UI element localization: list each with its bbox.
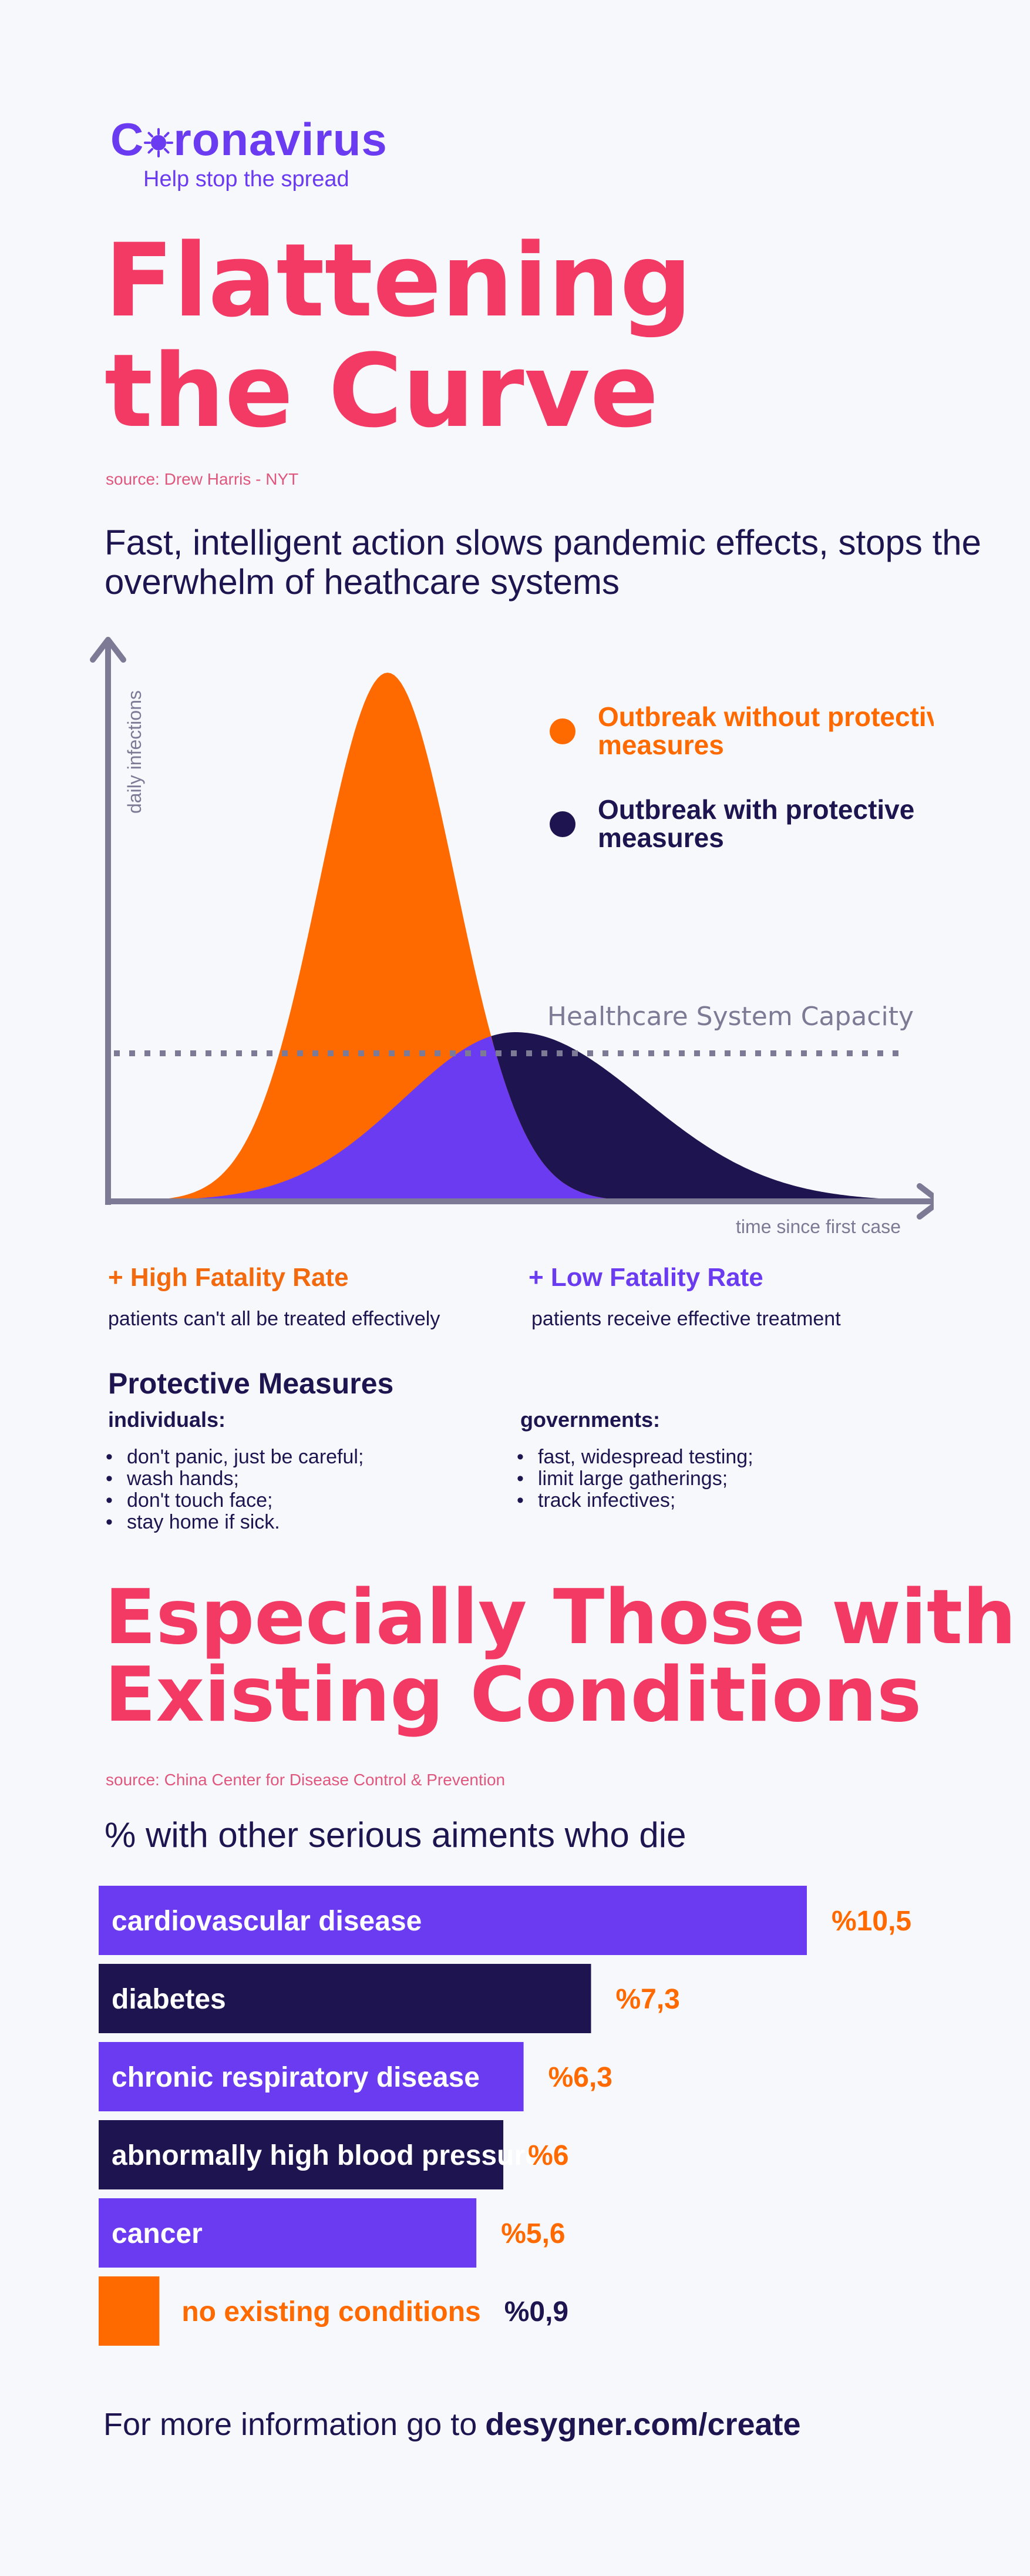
x-axis: [106, 1183, 934, 1220]
bar-category-label: cancer: [112, 2218, 203, 2249]
bar: [99, 1886, 807, 1955]
section2-source: source: China Center for Disease Control…: [106, 1771, 506, 1789]
footer-link[interactable]: desygner.com/create: [485, 2407, 801, 2442]
list-item: stay home if sick.: [106, 1512, 363, 1533]
individuals-list: don't panic, just be careful; wash hands…: [106, 1446, 363, 1533]
bar-value-label: %6,3: [548, 2062, 612, 2093]
list-item: limit large gatherings;: [517, 1468, 753, 1490]
high-fatality-title: + High Fatality Rate: [108, 1263, 349, 1292]
low-fatality-text: patients receive effective treatment: [531, 1308, 841, 1330]
bar-category-label: no existing conditions: [181, 2296, 480, 2328]
section1-source: source: Drew Harris - NYT: [106, 470, 299, 488]
bar: [99, 2276, 160, 2346]
bar-chart: cardiovascular disease %10,5 diabetes %7,3 c…: [99, 1886, 911, 2346]
curve-overlap-area: [108, 1036, 907, 1201]
list-item: don't panic, just be careful;: [106, 1446, 363, 1468]
list-item: don't touch face;: [106, 1490, 363, 1512]
section2-title-line1: Especially Those with: [105, 1574, 1016, 1661]
x-axis-label: time since first case: [736, 1216, 901, 1237]
individuals-heading: individuals:: [108, 1408, 226, 1432]
legend: Outbreak without protectivemeasuresOutbr…: [550, 701, 934, 853]
section1-title-line1: Flattening: [105, 221, 692, 340]
footer-text: For more information go to: [103, 2407, 477, 2442]
section1-title-line2: the Curve: [105, 332, 659, 450]
bar-value-label: %0,9: [504, 2296, 568, 2328]
governments-list: fast, widespread testing; limit large ga…: [517, 1446, 753, 1512]
legend-label: Outbreak with protective: [598, 794, 914, 825]
low-fatality-title: + Low Fatality Rate: [529, 1263, 763, 1292]
section2-title-line2: Existing Conditions: [105, 1651, 922, 1739]
bar-value-label: %10,5: [832, 1906, 911, 1937]
high-fatality-text: patients can't all be treated effectivel…: [108, 1308, 440, 1330]
bar: [99, 2198, 477, 2268]
section1-subtitle: Fast, intelligent action slows pandemic …: [105, 523, 981, 602]
bar: [99, 1964, 591, 2033]
legend-label: measures: [598, 822, 724, 853]
bar-value-label: %5,6: [501, 2218, 565, 2249]
legend-marker: [550, 718, 575, 744]
y-axis-label: daily infections: [124, 690, 145, 814]
curve-without-measures: [108, 673, 907, 1201]
bar: [99, 2042, 524, 2111]
list-item: fast, widespread testing;: [517, 1446, 753, 1468]
bar-category-label: chronic respiratory disease: [112, 2062, 480, 2093]
protective-measures-title: Protective Measures: [108, 1367, 394, 1400]
curve-chart: Healthcare System Capacity daily infecti…: [90, 637, 934, 1237]
capacity-label: Healthcare System Capacity: [547, 1002, 914, 1032]
logo-subtitle: Help stop the spread: [143, 167, 349, 192]
bar-value-label: %6: [528, 2140, 568, 2171]
bar: [99, 2120, 504, 2189]
footer: For more information go to desygner.com/c…: [103, 2406, 801, 2443]
governments-heading: governments:: [520, 1408, 661, 1432]
legend-label: measures: [598, 730, 724, 760]
bar-value-label: %7,3: [615, 1984, 679, 2015]
legend-label: Outbreak without protective: [598, 701, 934, 732]
bar-category-label: cardiovascular disease: [112, 1906, 422, 1937]
legend-marker: [550, 811, 575, 837]
bar-category-label: abnormally high blood pressure: [112, 2140, 541, 2171]
logo-title: C ronavirus: [110, 113, 388, 165]
y-axis: [90, 637, 126, 1205]
bar-category-label: diabetes: [112, 1984, 226, 2015]
virus-icon: [144, 128, 174, 157]
section2-subtitle: % with other serious aiments who die: [105, 1815, 686, 1855]
list-item: wash hands;: [106, 1468, 363, 1490]
list-item: track infectives;: [517, 1490, 753, 1512]
